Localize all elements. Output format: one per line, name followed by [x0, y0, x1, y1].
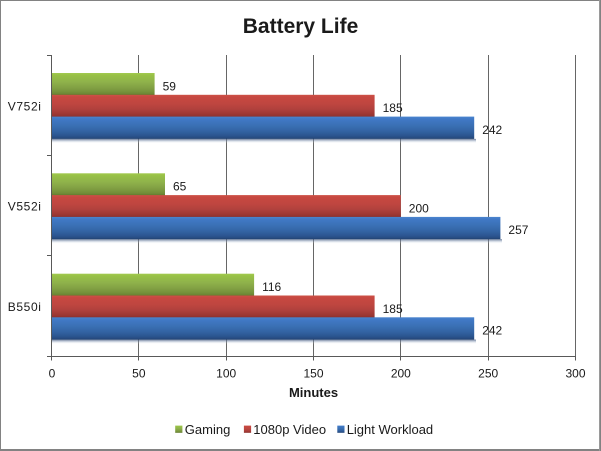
- svg-text:Light Workload: Light Workload: [347, 422, 433, 437]
- svg-text:250: 250: [478, 367, 498, 381]
- svg-text:257: 257: [508, 223, 528, 237]
- svg-text:50: 50: [132, 367, 146, 381]
- svg-text:65: 65: [173, 180, 187, 194]
- svg-text:116: 116: [262, 280, 281, 294]
- svg-text:Minutes: Minutes: [289, 385, 338, 400]
- svg-text:B550i: B550i: [8, 300, 42, 314]
- svg-text:V752i: V752i: [8, 99, 42, 113]
- svg-text:Battery Life: Battery Life: [243, 15, 359, 38]
- svg-text:0: 0: [49, 367, 56, 381]
- svg-text:59: 59: [163, 79, 177, 93]
- svg-text:200: 200: [409, 201, 429, 215]
- svg-text:200: 200: [391, 367, 411, 381]
- svg-text:242: 242: [482, 123, 502, 137]
- svg-text:150: 150: [303, 367, 323, 381]
- svg-text:185: 185: [383, 302, 403, 316]
- svg-text:300: 300: [565, 367, 585, 381]
- svg-text:185: 185: [383, 101, 403, 115]
- svg-text:242: 242: [482, 324, 502, 338]
- svg-text:1080p Video: 1080p Video: [253, 422, 326, 437]
- svg-text:Gaming: Gaming: [185, 422, 231, 437]
- svg-text:100: 100: [216, 367, 236, 381]
- svg-text:V552i: V552i: [8, 200, 42, 214]
